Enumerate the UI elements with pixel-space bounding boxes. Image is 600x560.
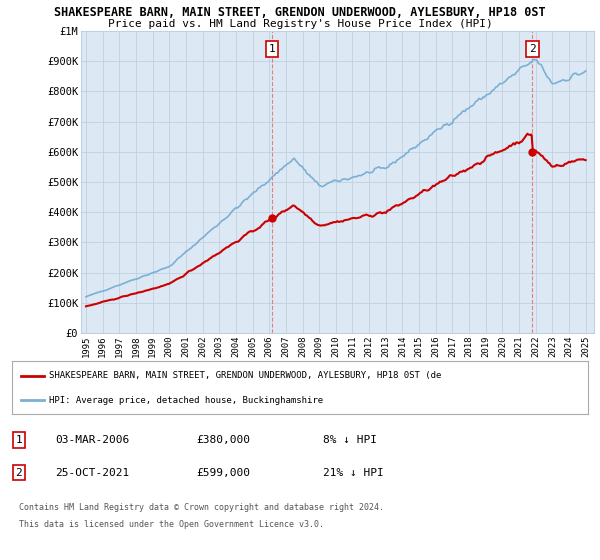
Text: 03-MAR-2006: 03-MAR-2006	[55, 435, 130, 445]
Text: HPI: Average price, detached house, Buckinghamshire: HPI: Average price, detached house, Buck…	[49, 395, 323, 404]
Text: Contains HM Land Registry data © Crown copyright and database right 2024.: Contains HM Land Registry data © Crown c…	[19, 503, 384, 512]
Text: £380,000: £380,000	[196, 435, 250, 445]
Text: 1: 1	[269, 44, 275, 54]
Text: 1: 1	[16, 435, 22, 445]
Text: 2: 2	[529, 44, 536, 54]
Text: 25-OCT-2021: 25-OCT-2021	[55, 468, 130, 478]
Text: This data is licensed under the Open Government Licence v3.0.: This data is licensed under the Open Gov…	[19, 520, 324, 529]
Text: 8% ↓ HPI: 8% ↓ HPI	[323, 435, 377, 445]
Text: SHAKESPEARE BARN, MAIN STREET, GRENDON UNDERWOOD, AYLESBURY, HP18 0ST (de: SHAKESPEARE BARN, MAIN STREET, GRENDON U…	[49, 371, 442, 380]
Text: 21% ↓ HPI: 21% ↓ HPI	[323, 468, 384, 478]
Text: Price paid vs. HM Land Registry's House Price Index (HPI): Price paid vs. HM Land Registry's House …	[107, 19, 493, 29]
Text: SHAKESPEARE BARN, MAIN STREET, GRENDON UNDERWOOD, AYLESBURY, HP18 0ST: SHAKESPEARE BARN, MAIN STREET, GRENDON U…	[54, 6, 546, 18]
Text: 2: 2	[16, 468, 22, 478]
Text: £599,000: £599,000	[196, 468, 250, 478]
